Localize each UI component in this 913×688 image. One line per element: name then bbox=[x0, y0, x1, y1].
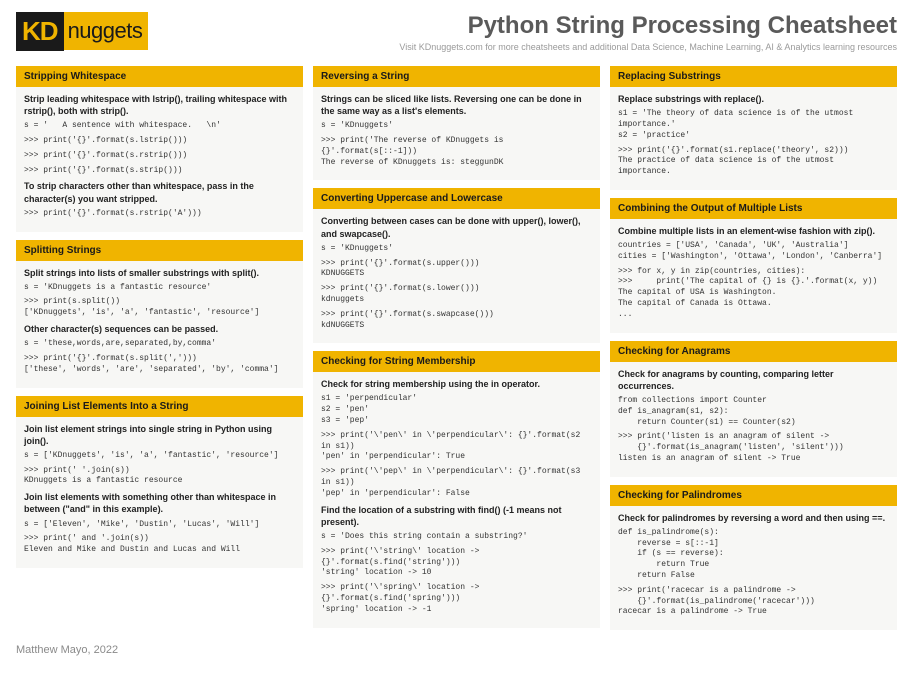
desc: Strip leading whitespace with lstrip(), … bbox=[24, 93, 295, 117]
section-title: Splitting Strings bbox=[16, 240, 303, 261]
section-body: Split strings into lists of smaller subs… bbox=[16, 261, 303, 382]
code: >>> print(s.split()) ['KDnuggets', 'is',… bbox=[24, 297, 295, 319]
header: KD nuggets Python String Processing Chea… bbox=[16, 12, 897, 52]
footer-author: Matthew Mayo, 2022 bbox=[16, 644, 897, 656]
code: s = 'Does this string contain a substrin… bbox=[321, 532, 592, 543]
code: >>> print('{}'.format(s.rstrip('A'))) bbox=[24, 209, 295, 220]
code: def is_palindrome(s): reverse = s[::-1] … bbox=[618, 528, 889, 582]
code: >>> print('The reverse of KDnuggets is {… bbox=[321, 136, 592, 168]
section-title: Checking for Palindromes bbox=[610, 485, 897, 506]
section-string-membership: Checking for String Membership Check for… bbox=[313, 351, 600, 627]
title-block: Python String Processing Cheatsheet Visi… bbox=[399, 12, 897, 52]
desc: Check for string membership using the in… bbox=[321, 378, 592, 390]
code: >>> print('{}'.format(s.swapcase())) kdN… bbox=[321, 310, 592, 332]
section-body: Join list element strings into single st… bbox=[16, 417, 303, 562]
desc: Join list elements with something other … bbox=[24, 491, 295, 515]
code: >>> print('{}'.format(s.rstrip())) bbox=[24, 151, 295, 162]
section-body: Combine multiple lists in an element-wis… bbox=[610, 219, 897, 327]
desc: Join list element strings into single st… bbox=[24, 423, 295, 447]
desc: Strings can be sliced like lists. Revers… bbox=[321, 93, 592, 117]
code: >>> print('{}'.format(s.lower())) kdnugg… bbox=[321, 284, 592, 306]
desc: Other character(s) sequences can be pass… bbox=[24, 323, 295, 335]
code: >>> print('{}'.format(s.upper())) KDNUGG… bbox=[321, 259, 592, 281]
code: s = ['Eleven', 'Mike', 'Dustin', 'Lucas'… bbox=[24, 520, 295, 531]
code: >>> print(' and '.join(s)) Eleven and Mi… bbox=[24, 534, 295, 556]
desc: Replace substrings with replace(). bbox=[618, 93, 889, 105]
section-reversing-string: Reversing a String Strings can be sliced… bbox=[313, 66, 600, 180]
logo-kd: KD bbox=[16, 12, 64, 51]
section-body: Converting between cases can be done wit… bbox=[313, 209, 600, 337]
code: >>> print('{}'.format(s.split(','))) ['t… bbox=[24, 354, 295, 376]
code: s1 = 'perpendicular' s2 = 'pen' s3 = 'pe… bbox=[321, 394, 592, 426]
code: >>> print('\'spring\' location -> {}'.fo… bbox=[321, 583, 592, 615]
page-subtitle: Visit KDnuggets.com for more cheatsheets… bbox=[399, 42, 897, 52]
code: >>> for x, y in zip(countries, cities): … bbox=[618, 267, 889, 321]
section-joining-list: Joining List Elements Into a String Join… bbox=[16, 396, 303, 568]
section-title: Joining List Elements Into a String bbox=[16, 396, 303, 417]
code: >>> print('\'pen\' in \'perpendicular\':… bbox=[321, 431, 592, 463]
section-body: Replace substrings with replace(). s1 = … bbox=[610, 87, 897, 184]
code: >>> print('listen is an anagram of silen… bbox=[618, 432, 889, 464]
section-title: Combining the Output of Multiple Lists bbox=[610, 198, 897, 219]
section-body: Check for string membership using the in… bbox=[313, 372, 600, 621]
section-upper-lower: Converting Uppercase and Lowercase Conve… bbox=[313, 188, 600, 343]
section-splitting-strings: Splitting Strings Split strings into lis… bbox=[16, 240, 303, 388]
desc: Split strings into lists of smaller subs… bbox=[24, 267, 295, 279]
column-3: Replacing Substrings Replace substrings … bbox=[610, 66, 897, 630]
column-2: Reversing a String Strings can be sliced… bbox=[313, 66, 600, 630]
code: >>> print('\'string\' location -> {}'.fo… bbox=[321, 547, 592, 579]
section-combining-lists: Combining the Output of Multiple Lists C… bbox=[610, 198, 897, 333]
page-title: Python String Processing Cheatsheet bbox=[399, 12, 897, 40]
section-title: Replacing Substrings bbox=[610, 66, 897, 87]
logo-nuggets: nuggets bbox=[64, 18, 143, 44]
desc: Check for palindromes by reversing a wor… bbox=[618, 512, 889, 524]
section-body: Strings can be sliced like lists. Revers… bbox=[313, 87, 600, 174]
desc: Find the location of a substring with fi… bbox=[321, 504, 592, 528]
section-title: Stripping Whitespace bbox=[16, 66, 303, 87]
section-body: Check for palindromes by reversing a wor… bbox=[610, 506, 897, 625]
section-title: Checking for String Membership bbox=[313, 351, 600, 372]
code: s1 = 'The theory of data science is of t… bbox=[618, 109, 889, 141]
section-body: Strip leading whitespace with lstrip(), … bbox=[16, 87, 303, 226]
code: >>> print('{}'.format(s1.replace('theory… bbox=[618, 146, 889, 178]
code: s = 'these,words,are,separated,by,comma' bbox=[24, 339, 295, 350]
section-title: Checking for Anagrams bbox=[610, 341, 897, 362]
code: s = ' A sentence with whitespace. \n' bbox=[24, 121, 295, 132]
code: >>> print('{}'.format(s.strip())) bbox=[24, 166, 295, 177]
code: >>> print('racecar is a palindrome -> {}… bbox=[618, 586, 889, 618]
section-body: Check for anagrams by counting, comparin… bbox=[610, 362, 897, 471]
code: s = 'KDnuggets' bbox=[321, 121, 592, 132]
section-palindromes: Checking for Palindromes Check for palin… bbox=[610, 485, 897, 631]
code: countries = ['USA', 'Canada', 'UK', 'Aus… bbox=[618, 241, 889, 263]
code: >>> print('{}'.format(s.lstrip())) bbox=[24, 136, 295, 147]
code: >>> print('\'pep\' in \'perpendicular\':… bbox=[321, 467, 592, 499]
desc: To strip characters other than whitespac… bbox=[24, 180, 295, 204]
desc: Converting between cases can be done wit… bbox=[321, 215, 592, 239]
desc: Check for anagrams by counting, comparin… bbox=[618, 368, 889, 392]
column-1: Stripping Whitespace Strip leading white… bbox=[16, 66, 303, 630]
code: from collections import Counter def is_a… bbox=[618, 396, 889, 428]
columns: Stripping Whitespace Strip leading white… bbox=[16, 66, 897, 630]
section-stripping-whitespace: Stripping Whitespace Strip leading white… bbox=[16, 66, 303, 232]
code: >>> print(' '.join(s)) KDnuggets is a fa… bbox=[24, 466, 295, 488]
section-replacing-substrings: Replacing Substrings Replace substrings … bbox=[610, 66, 897, 190]
section-anagrams: Checking for Anagrams Check for anagrams… bbox=[610, 341, 897, 477]
code: s = 'KDnuggets' bbox=[321, 244, 592, 255]
logo: KD nuggets bbox=[16, 12, 148, 50]
code: s = ['KDnuggets', 'is', 'a', 'fantastic'… bbox=[24, 451, 295, 462]
desc: Combine multiple lists in an element-wis… bbox=[618, 225, 889, 237]
code: s = 'KDnuggets is a fantastic resource' bbox=[24, 283, 295, 294]
section-title: Reversing a String bbox=[313, 66, 600, 87]
section-title: Converting Uppercase and Lowercase bbox=[313, 188, 600, 209]
